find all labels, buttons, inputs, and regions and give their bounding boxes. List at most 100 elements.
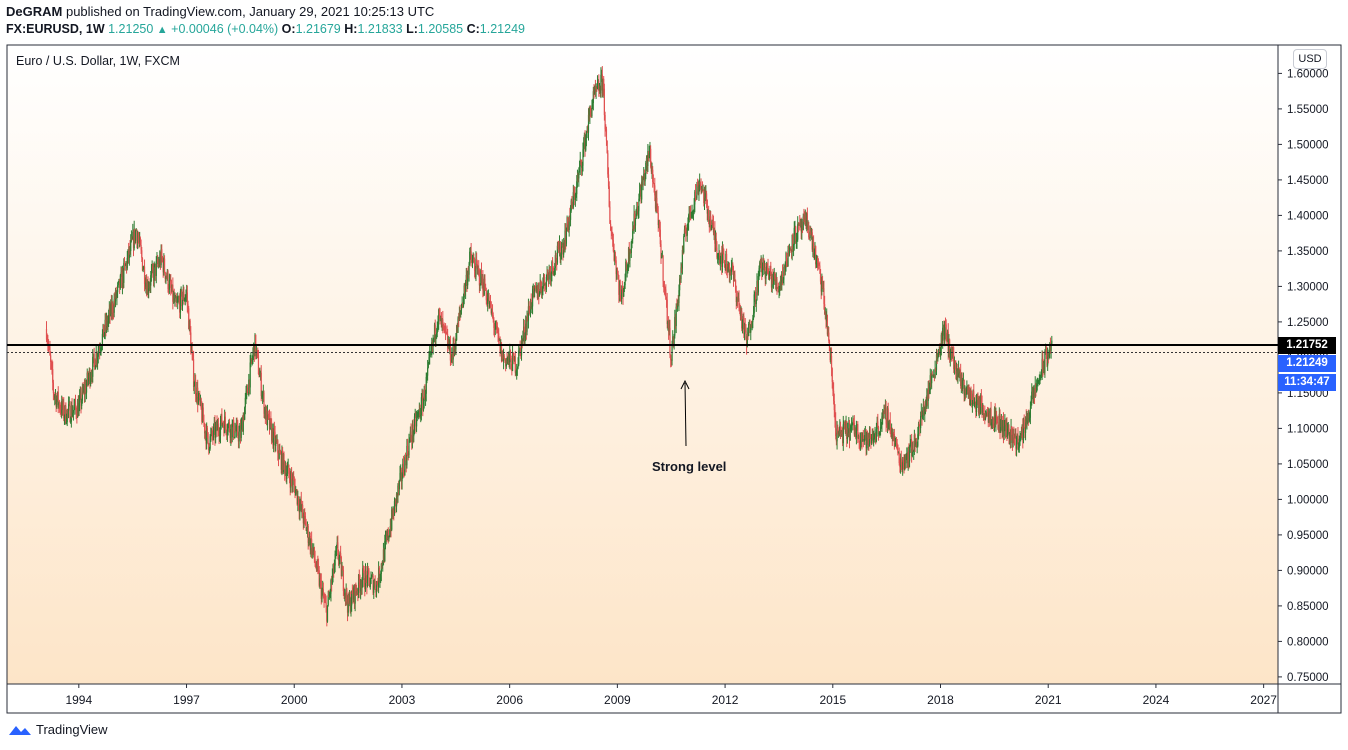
candle-body bbox=[346, 601, 349, 613]
candle-body bbox=[681, 267, 683, 269]
candle-body bbox=[534, 286, 536, 288]
candle-body bbox=[307, 526, 309, 543]
candle-body bbox=[742, 316, 744, 322]
candle-body bbox=[506, 359, 508, 361]
candle-body bbox=[540, 282, 542, 287]
candle-body bbox=[277, 453, 280, 459]
candle-body bbox=[631, 239, 633, 242]
candle-body bbox=[294, 484, 296, 496]
candle-body bbox=[819, 265, 821, 270]
candle-body bbox=[500, 343, 503, 361]
candle-body bbox=[227, 424, 229, 432]
candle-body bbox=[551, 261, 553, 274]
candle-body bbox=[897, 452, 900, 454]
candle-body bbox=[287, 464, 289, 468]
candle-body bbox=[670, 360, 672, 362]
candle-body bbox=[273, 429, 275, 446]
candle-body bbox=[475, 259, 477, 277]
candle-body bbox=[250, 358, 252, 363]
candle-body bbox=[123, 262, 126, 265]
candle-body bbox=[982, 407, 985, 414]
candle-body bbox=[937, 353, 940, 357]
candle-body bbox=[558, 246, 560, 253]
candle-body bbox=[218, 431, 220, 437]
candle-body bbox=[766, 263, 768, 272]
candle-body bbox=[494, 327, 496, 330]
candle-body bbox=[971, 403, 974, 405]
candle-body bbox=[120, 272, 122, 276]
candle-body bbox=[690, 211, 692, 218]
candle-body bbox=[1020, 435, 1023, 436]
author-name[interactable]: DeGRAM bbox=[6, 4, 63, 19]
candle-body bbox=[259, 375, 261, 377]
candle-body bbox=[776, 279, 778, 288]
candle-body bbox=[674, 316, 677, 327]
candle-body bbox=[620, 298, 622, 300]
candle-body bbox=[835, 436, 837, 442]
candle-body bbox=[371, 575, 373, 577]
candle-body bbox=[486, 300, 488, 304]
candle-body bbox=[734, 274, 736, 281]
candle-body bbox=[289, 479, 291, 488]
candle-body bbox=[833, 390, 835, 402]
candle-body bbox=[719, 252, 721, 264]
candle-body bbox=[555, 255, 557, 262]
candle-body bbox=[643, 173, 645, 179]
candle-body bbox=[691, 211, 693, 213]
candle-body bbox=[190, 332, 192, 352]
candle-body bbox=[490, 301, 492, 313]
candle-body bbox=[364, 571, 367, 590]
candle-body bbox=[284, 461, 286, 474]
candle-body bbox=[76, 403, 79, 418]
candle-body bbox=[508, 354, 510, 363]
candle-body bbox=[375, 582, 378, 593]
candle-body bbox=[790, 250, 793, 253]
candle-body bbox=[409, 438, 411, 441]
candle-body bbox=[587, 114, 590, 133]
up-triangle-icon: ▲ bbox=[156, 24, 168, 36]
candle-body bbox=[52, 369, 54, 383]
candle-body bbox=[136, 230, 138, 243]
candle-body bbox=[288, 474, 291, 480]
candle-body bbox=[1042, 358, 1044, 372]
candle-body bbox=[85, 385, 87, 393]
low-label: L: bbox=[406, 22, 418, 36]
candle-body bbox=[344, 592, 346, 596]
candle-body bbox=[815, 246, 817, 265]
candle-body bbox=[634, 213, 636, 226]
candle-body bbox=[367, 569, 369, 571]
annotation-arrow[interactable] bbox=[680, 379, 690, 447]
candle-body bbox=[449, 340, 452, 361]
candle-body bbox=[63, 417, 66, 419]
candle-body bbox=[193, 385, 195, 387]
candle-body bbox=[219, 423, 222, 436]
candle-body bbox=[366, 576, 368, 587]
candle-body bbox=[860, 432, 862, 440]
candle-body bbox=[890, 433, 892, 438]
candle-body bbox=[970, 389, 972, 394]
candle-body bbox=[1049, 344, 1052, 351]
candle-body bbox=[667, 321, 669, 325]
tradingview-logo[interactable]: TradingView bbox=[8, 722, 108, 737]
candle-body bbox=[479, 285, 481, 286]
currency-button[interactable]: USD bbox=[1293, 49, 1327, 69]
candle-body bbox=[176, 301, 178, 303]
symbol-label[interactable]: FX:EURUSD, 1W bbox=[6, 22, 105, 36]
candle-body bbox=[634, 218, 637, 226]
candle-body bbox=[384, 538, 387, 542]
candle-body bbox=[592, 103, 594, 106]
candle-body bbox=[893, 434, 895, 447]
candle-body bbox=[122, 270, 124, 283]
candle-body bbox=[52, 382, 54, 394]
candle-body bbox=[550, 273, 552, 280]
candle-body bbox=[983, 413, 985, 415]
candle-body bbox=[310, 539, 312, 551]
candle-body bbox=[393, 501, 396, 516]
candle-body bbox=[936, 354, 938, 360]
candle-body bbox=[112, 303, 114, 313]
candle-body bbox=[785, 252, 787, 266]
candle-body bbox=[663, 287, 666, 290]
low-value: 1.20585 bbox=[417, 22, 464, 36]
candle-body bbox=[706, 199, 708, 214]
